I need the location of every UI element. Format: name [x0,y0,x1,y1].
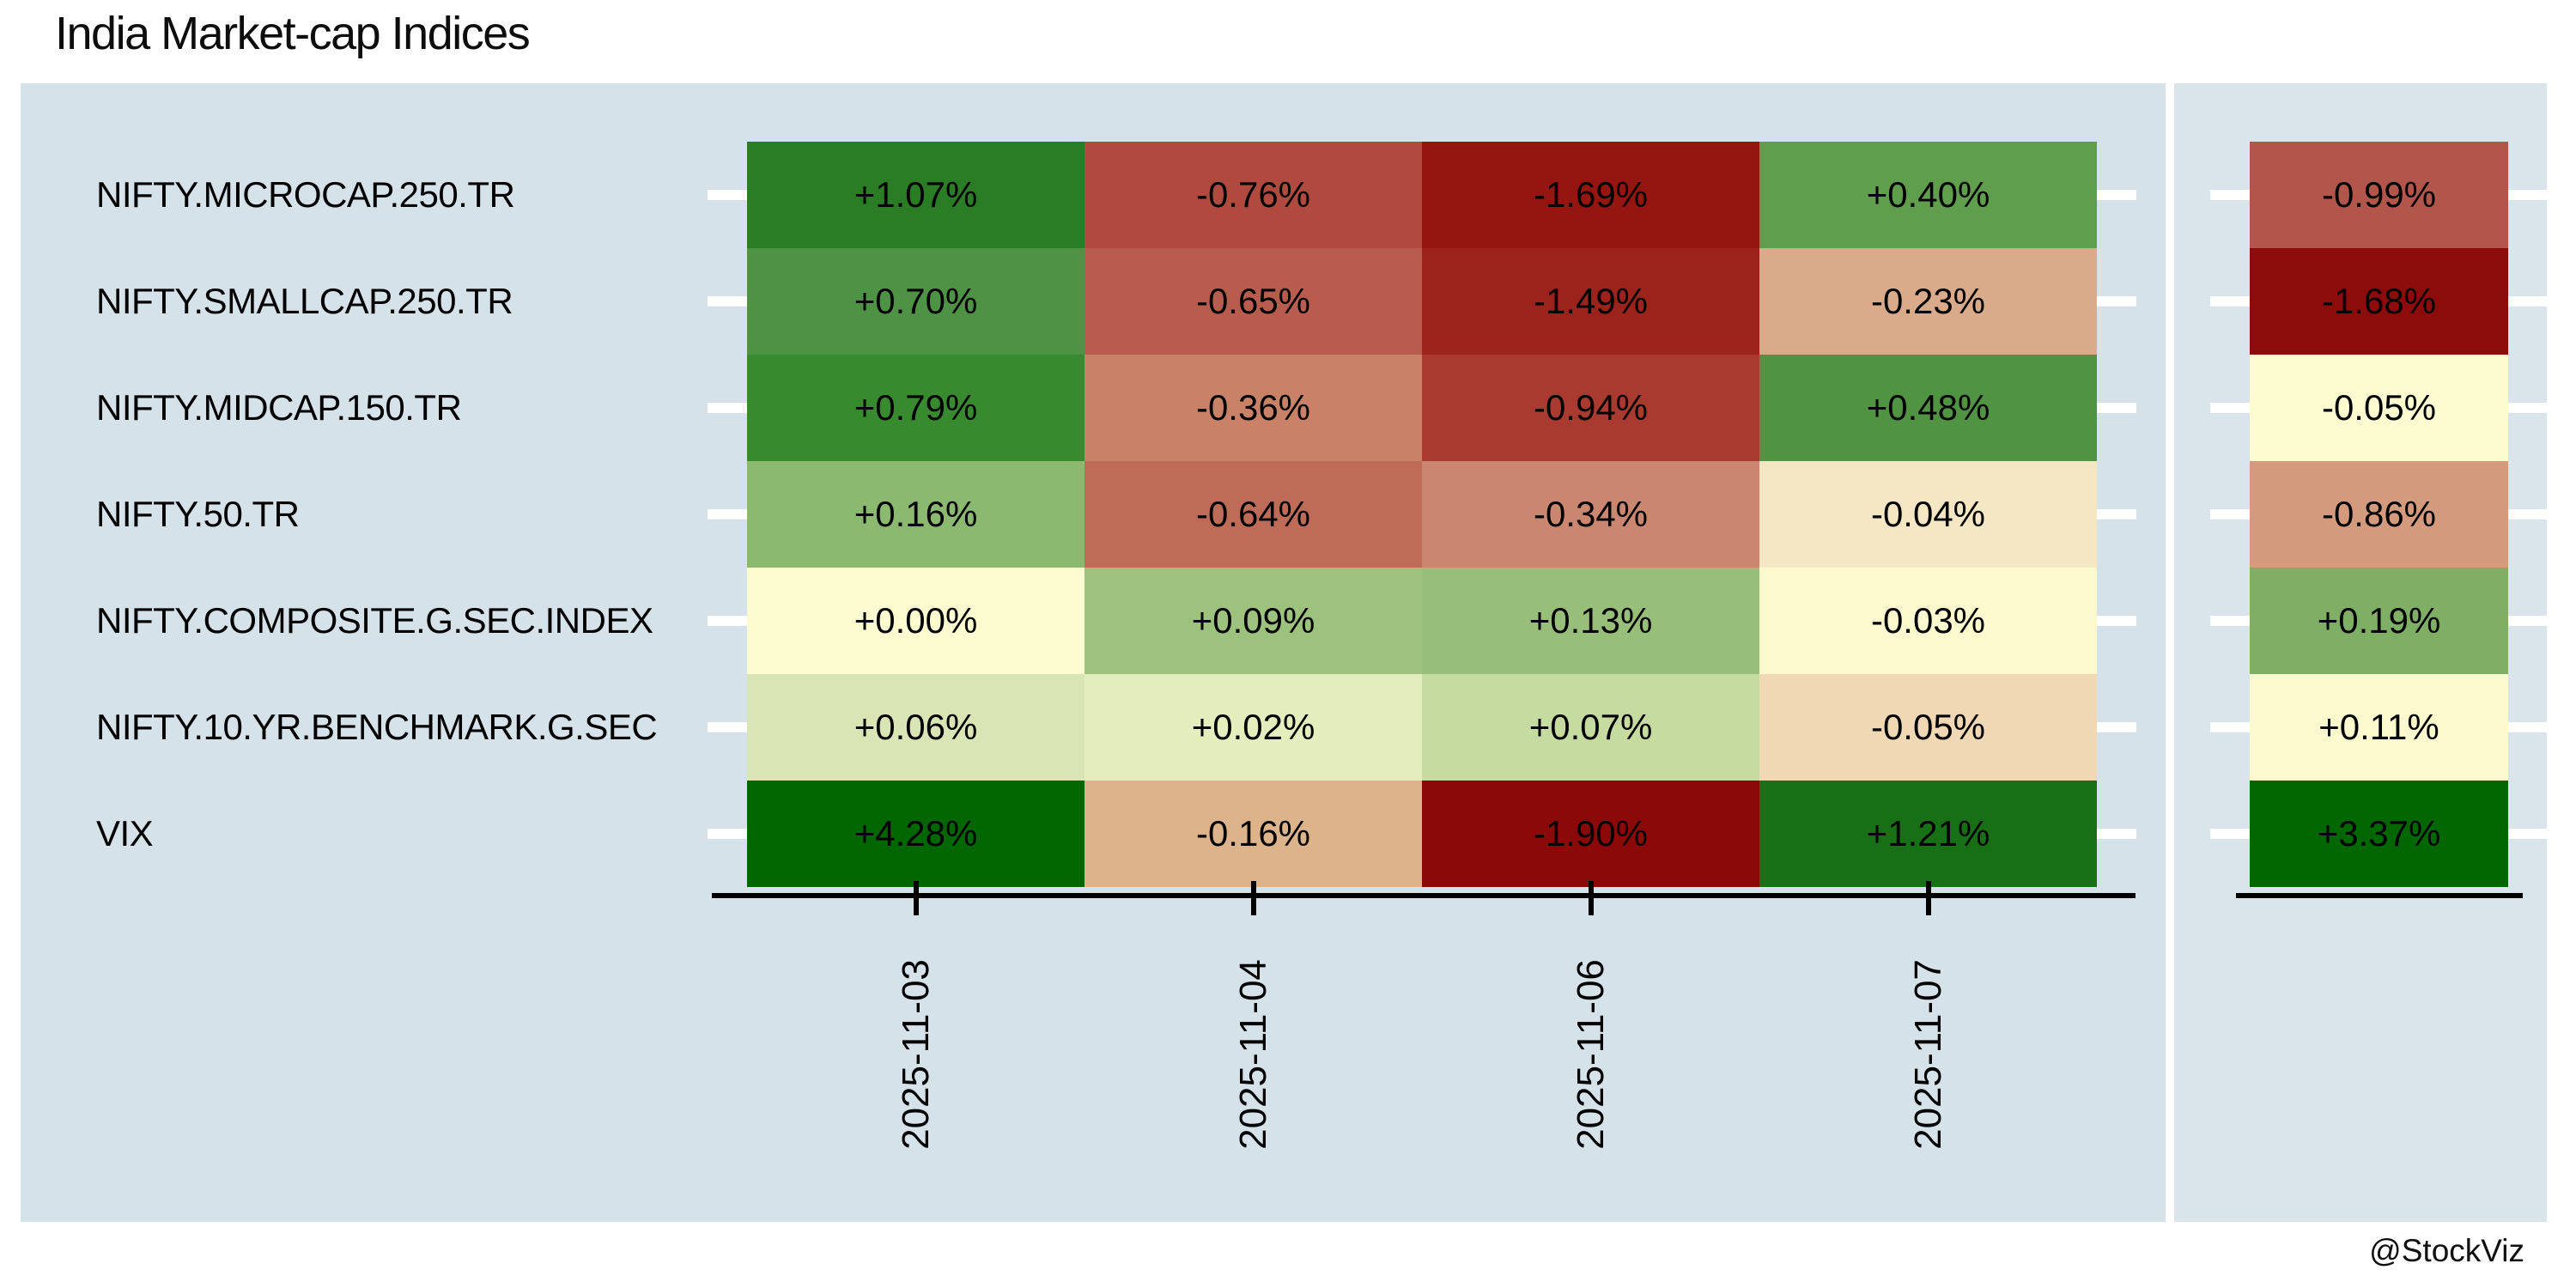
x-tick [1588,881,1594,915]
y-tick-main [2097,616,2136,626]
y-tick-summary [2210,509,2250,519]
y-tick-summary [2210,722,2250,732]
heatmap-cell: +0.00% [747,568,1084,674]
x-axis-label: 2025-11-04 [1231,959,1274,1150]
summary-cell: -0.86% [2250,461,2508,568]
x-axis-line-main [712,893,2136,898]
y-tick-summary [2508,509,2548,519]
summary-cell: +3.37% [2250,781,2508,887]
heatmap-cell: -0.16% [1084,781,1422,887]
y-tick-summary [2210,829,2250,839]
x-axis-label: 2025-11-03 [894,959,937,1150]
heatmap-cell: +0.06% [747,674,1084,781]
y-tick-main [708,616,747,626]
row-label: NIFTY.50.TR [96,494,300,534]
heatmap-cell: +0.16% [747,461,1084,568]
heatmap-cell: +0.48% [1759,355,2097,461]
y-tick-summary [2210,190,2250,200]
y-tick-main [708,296,747,307]
y-tick-main [2097,296,2136,307]
y-tick-summary [2210,616,2250,626]
heatmap-cell: +0.40% [1759,142,2097,248]
x-axis-line-summary [2236,893,2523,898]
heatmap-cell: +0.70% [747,248,1084,355]
summary-cell: -1.68% [2250,248,2508,355]
y-tick-main [708,509,747,519]
row-label: NIFTY.MIDCAP.150.TR [96,387,462,428]
y-tick-summary [2508,722,2548,732]
x-tick [1925,881,1931,915]
x-tick [1250,881,1256,915]
heatmap-cell: +1.21% [1759,781,2097,887]
y-tick-main [708,722,747,732]
summary-cell: +0.11% [2250,674,2508,781]
row-label: NIFTY.MICROCAP.250.TR [96,174,515,215]
y-tick-main [708,190,747,200]
summary-cell: -0.99% [2250,142,2508,248]
heatmap-cell: +0.02% [1084,674,1422,781]
y-tick-main [2097,509,2136,519]
y-tick-main [2097,190,2136,200]
y-tick-summary [2508,829,2548,839]
summary-cell: +0.19% [2250,568,2508,674]
y-tick-main [2097,829,2136,839]
heatmap-cell: -0.36% [1084,355,1422,461]
y-tick-main [2097,403,2136,413]
heatmap-cell: -0.94% [1422,355,1759,461]
summary-cell: -0.05% [2250,355,2508,461]
y-tick-summary [2508,296,2548,307]
watermark: @StockViz [2369,1233,2524,1268]
heatmap-cell: -0.34% [1422,461,1759,568]
heatmap-cell: -0.05% [1759,674,2097,781]
row-label: VIX [96,813,154,854]
heatmap-cell: +0.13% [1422,568,1759,674]
row-label: NIFTY.COMPOSITE.G.SEC.INDEX [96,600,653,641]
y-tick-summary [2508,403,2548,413]
heatmap-cell: +4.28% [747,781,1084,887]
y-tick-summary [2210,296,2250,307]
y-tick-summary [2508,190,2548,200]
y-tick-main [708,403,747,413]
y-tick-main [2097,722,2136,732]
heatmap-cell: -0.03% [1759,568,2097,674]
heatmap-cell: +0.09% [1084,568,1422,674]
x-axis-label: 2025-11-06 [1569,959,1612,1150]
chart-title: India Market-cap Indices [55,8,531,59]
heatmap-cell: +1.07% [747,142,1084,248]
y-tick-main [708,829,747,839]
y-tick-summary [2508,616,2548,626]
heatmap-cell: -1.90% [1422,781,1759,887]
heatmap-cell: -0.64% [1084,461,1422,568]
x-tick [913,881,919,915]
heatmap-cell: -0.65% [1084,248,1422,355]
heatmap-cell: -1.49% [1422,248,1759,355]
heatmap-cell: +0.07% [1422,674,1759,781]
heatmap-cell: -0.04% [1759,461,2097,568]
y-tick-summary [2210,403,2250,413]
heatmap-cell: -0.76% [1084,142,1422,248]
row-label: NIFTY.SMALLCAP.250.TR [96,281,513,321]
row-label: NIFTY.10.YR.BENCHMARK.G.SEC [96,707,658,747]
heatmap-cell: +0.79% [747,355,1084,461]
heatmap-cell: -1.69% [1422,142,1759,248]
heatmap-cell: -0.23% [1759,248,2097,355]
x-axis-label: 2025-11-07 [1906,959,1949,1150]
